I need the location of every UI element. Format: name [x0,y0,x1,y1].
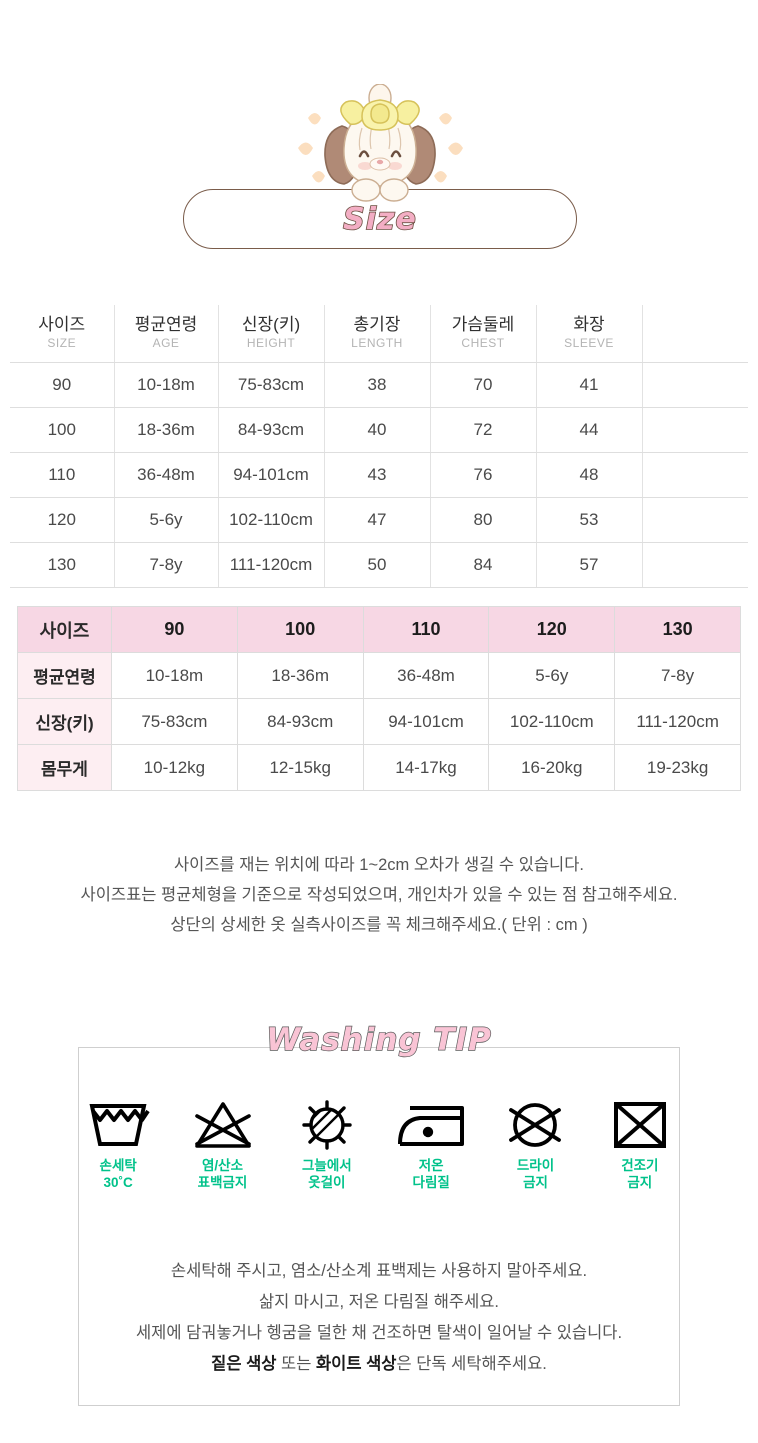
table-header-row: 사이즈 SIZE 평균연령 AGE 신장(키) HEIGHT 총기장 LENGT… [10,305,748,363]
washing-note: 손세탁해 주시고, 염소/산소계 표백제는 사용하지 말아주세요. 삶지 마시고… [78,1256,680,1380]
washing-note-white-color: 화이트 색상 [315,1355,397,1373]
row-header-age: 평균연령 [17,652,112,699]
care-symbol-dry-in-shade: 그늘에서 옷걸이 [287,1100,367,1191]
col-header-100: 100 [236,606,364,653]
washing-note-line-2: 삶지 마시고, 저온 다림질 해주세요. [258,1293,500,1311]
size-banner: Size [0,0,758,270]
table-body: 평균연령 10-18m 18-36m 36-48m 5-6y 7-8y 신장(키… [17,652,741,791]
table-row: 몸무게 10-12kg 12-15kg 14-17kg 16-20kg 19-2… [17,744,741,791]
row-header-height: 신장(키) [17,698,112,745]
washing-tip-title: Washing TIP [265,1021,492,1058]
care-symbol-list: 손세탁 30˚C 염/산소 표백금지 [78,1100,680,1191]
cell: 36-48m [362,652,490,699]
cell: 102-110cm [488,698,616,745]
hand-wash-icon [86,1100,150,1150]
cell-blank [642,541,748,588]
table-row: 평균연령 10-18m 18-36m 36-48m 5-6y 7-8y [17,652,741,699]
cell: 19-23kg [614,744,741,791]
table-row: 신장(키) 75-83cm 84-93cm 94-101cm 102-110cm… [17,698,741,745]
care-symbol-label: 건조기 금지 [621,1158,659,1190]
size-measurement-table: 사이즈 SIZE 평균연령 AGE 신장(키) HEIGHT 총기장 LENGT… [10,305,748,588]
care-symbol-no-dry-clean: 드라이 금지 [495,1100,575,1191]
col-header-height: 신장(키) HEIGHT [218,305,325,363]
col-header-age: 평균연령 AGE [114,305,219,363]
table-row: 100 18-36m 84-93cm 40 72 44 [10,406,748,453]
no-dry-clean-icon [503,1100,567,1150]
care-symbol-low-heat-iron: 저온 다림질 [391,1100,471,1191]
col-header-size: 사이즈 SIZE [10,305,115,363]
cell: 111-120cm [614,698,741,745]
low-heat-iron-icon [396,1100,466,1150]
cell: 10-18m [111,652,238,699]
body-spec-table: 사이즈 90 100 110 120 130 평균연령 10-18m 18-36… [17,606,741,791]
cell-blank [642,496,748,543]
col-header-blank [642,305,748,363]
table-row: 110 36-48m 94-101cm 43 76 48 [10,451,748,498]
col-header-120: 120 [488,606,616,653]
col-header-90: 90 [111,606,238,653]
table-row: 130 7-8y 111-120cm 50 84 57 [10,541,748,588]
row-header-weight: 몸무게 [17,744,112,791]
no-tumble-dry-icon [611,1100,669,1150]
washing-note-line-1: 손세탁해 주시고, 염소/산소계 표백제는 사용하지 말아주세요. [170,1262,588,1280]
care-symbol-hand-wash: 손세탁 30˚C [78,1100,158,1191]
cell-blank [642,406,748,453]
cell: 7-8y [614,652,741,699]
care-symbol-label: 손세탁 30˚C [99,1158,137,1190]
col-header-chest: 가슴둘레 CHEST [430,305,537,363]
washing-note-line-4: 짙은 색상 또는 화이트 색상은 단독 세탁해주세요. [78,1349,680,1380]
table-row: 90 10-18m 75-83cm 38 70 41 [10,361,748,408]
cell: 94-101cm [362,698,490,745]
care-symbol-no-bleach: 염/산소 표백금지 [182,1100,262,1191]
washing-note-line-3: 세제에 담궈놓거나 헹굼을 덜한 채 건조하면 탈색이 일어날 수 있습니다. [135,1324,623,1342]
care-symbol-label: 그늘에서 옷걸이 [301,1158,352,1190]
cell: 14-17kg [362,744,490,791]
col-header-sleeve: 화장 SLEEVE [536,305,643,363]
care-symbol-no-tumble-dry: 건조기 금지 [600,1100,680,1191]
washing-note-tail: 은 단독 세탁해주세요. [396,1355,547,1373]
cell: 18-36m [236,652,364,699]
table-body: 90 10-18m 75-83cm 38 70 41 100 18-36m 84… [10,361,748,588]
puppy-with-yellow-bow-icon [292,84,468,202]
care-symbol-label: 드라이 금지 [516,1158,555,1190]
washing-note-or: 또는 [276,1355,316,1373]
page-title: Size [342,201,417,238]
cell: 16-20kg [488,744,616,791]
dry-in-shade-icon [295,1100,359,1150]
size-note-line-3: 상단의 상세한 옷 실측사이즈를 꼭 체크해주세요.( 단위 : cm ) [170,916,588,934]
table-header-row: 사이즈 90 100 110 120 130 [17,606,741,653]
table-row: 120 5-6y 102-110cm 47 80 53 [10,496,748,543]
size-note-line-2: 사이즈표는 평균체형을 기준으로 작성되었으며, 개인차가 있을 수 있는 점 … [80,886,678,904]
cell-blank [642,361,748,408]
col-header-130: 130 [614,606,741,653]
care-symbol-label: 저온 다림질 [412,1158,450,1190]
col-header-length: 총기장 LENGTH [324,305,431,363]
washing-tip-box [78,1047,680,1406]
no-bleach-icon [191,1100,255,1150]
cell: 75-83cm [111,698,238,745]
size-note-line-1: 사이즈를 재는 위치에 따라 1~2cm 오차가 생길 수 있습니다. [173,856,585,874]
col-header-size: 사이즈 [17,606,112,653]
cell: 84-93cm [236,698,364,745]
washing-note-dark-color: 짙은 색상 [211,1355,277,1373]
size-note: 사이즈를 재는 위치에 따라 1~2cm 오차가 생길 수 있습니다. 사이즈표… [0,850,758,940]
cell: 5-6y [488,652,616,699]
cell: 12-15kg [236,744,364,791]
cell-blank [642,451,748,498]
care-symbol-label: 염/산소 표백금지 [197,1158,248,1190]
cell: 10-12kg [111,744,238,791]
col-header-110: 110 [362,606,490,653]
